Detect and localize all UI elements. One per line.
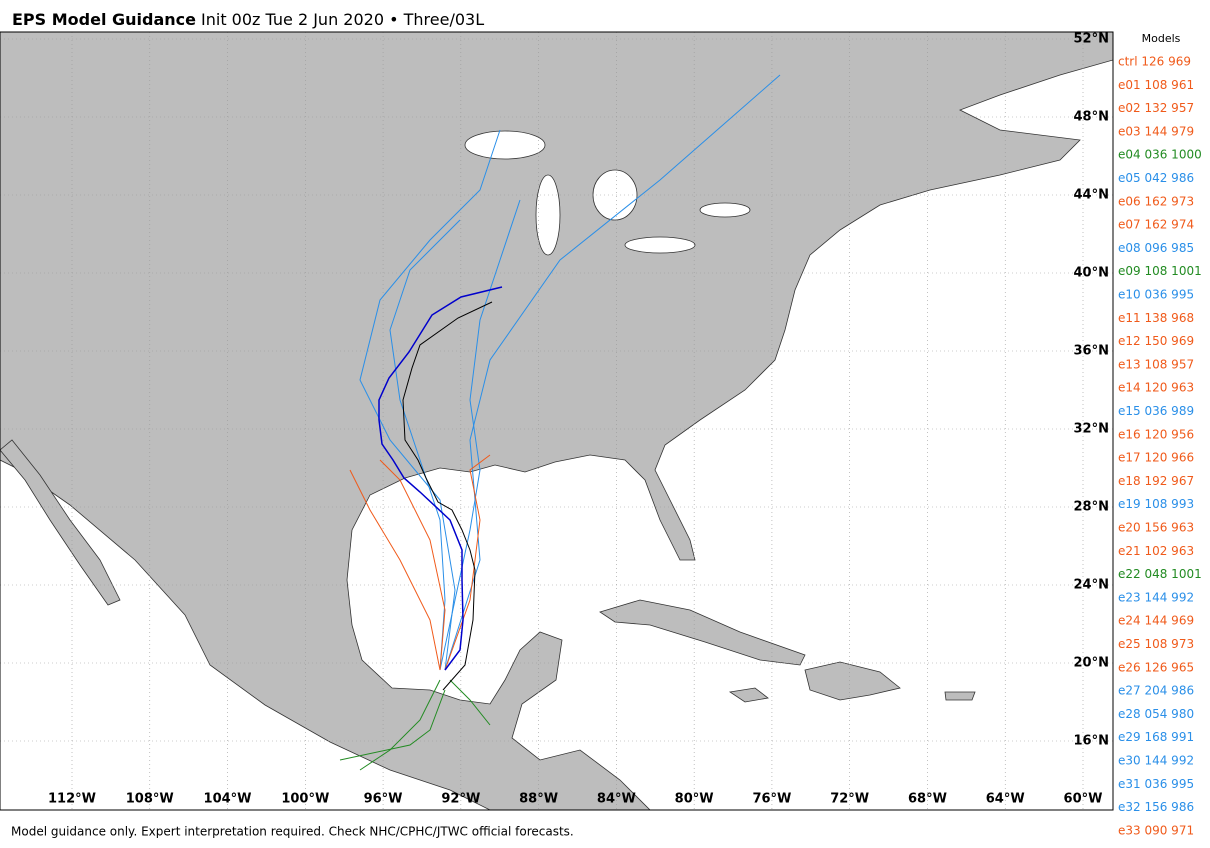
lat-label: 44°N bbox=[1074, 188, 1109, 203]
track bbox=[359, 129, 501, 671]
jamaica bbox=[728, 687, 769, 703]
lon-label: 68°W bbox=[908, 792, 947, 807]
legend-entry: e04 036 1000 bbox=[1118, 148, 1202, 162]
mean-track bbox=[402, 301, 493, 691]
legend-entry: e16 120 956 bbox=[1118, 427, 1194, 441]
track bbox=[449, 679, 491, 726]
lat-label: 52°N bbox=[1074, 32, 1109, 47]
lon-label: 112°W bbox=[48, 792, 96, 807]
legend-entry: e14 120 963 bbox=[1118, 381, 1194, 395]
lat-label: 36°N bbox=[1074, 344, 1109, 359]
legend-entry: e23 144 992 bbox=[1118, 590, 1194, 604]
legend-entry: e22 048 1001 bbox=[1118, 567, 1202, 581]
lat-label: 48°N bbox=[1074, 110, 1109, 125]
title-rest: Init 00z Tue 2 Jun 2020 • Three/03L bbox=[201, 10, 484, 29]
legend-entry: e11 138 968 bbox=[1118, 311, 1194, 325]
lake-ontario bbox=[699, 202, 751, 218]
lon-label: 60°W bbox=[1064, 792, 1103, 807]
legend-entry: e28 054 980 bbox=[1118, 707, 1194, 721]
legend-entry: e21 102 963 bbox=[1118, 544, 1194, 558]
lake-superior bbox=[464, 130, 546, 160]
lon-label: 76°W bbox=[752, 792, 791, 807]
lon-label: 104°W bbox=[204, 792, 252, 807]
tracks bbox=[339, 74, 781, 771]
lon-label: 100°W bbox=[281, 792, 329, 807]
legend-entry: ctrl 126 969 bbox=[1118, 55, 1191, 69]
legend-entry: e32 156 986 bbox=[1118, 800, 1194, 814]
lon-label: 84°W bbox=[597, 792, 636, 807]
legend-entry: e29 168 991 bbox=[1118, 730, 1194, 744]
lon-label: 88°W bbox=[519, 792, 558, 807]
lake-huron bbox=[592, 169, 638, 221]
legend-entry: e18 192 967 bbox=[1118, 474, 1194, 488]
cuba bbox=[599, 599, 806, 666]
track bbox=[379, 459, 446, 671]
legend-entry: e13 108 957 bbox=[1118, 357, 1194, 371]
lat-label: 24°N bbox=[1074, 578, 1109, 593]
legend-entry: e24 144 969 bbox=[1118, 614, 1194, 628]
hres-track bbox=[378, 286, 503, 671]
legend-entry: e06 162 973 bbox=[1118, 194, 1194, 208]
track bbox=[389, 219, 461, 671]
title-bold: EPS Model Guidance bbox=[12, 10, 196, 29]
legend-entry: e12 150 969 bbox=[1118, 334, 1194, 348]
legend-entry: e26 126 965 bbox=[1118, 660, 1194, 674]
track bbox=[359, 679, 441, 771]
legend-entry: e03 144 979 bbox=[1118, 124, 1194, 138]
baja bbox=[0, 439, 121, 606]
title: EPS Model Guidance Init 00z Tue 2 Jun 202… bbox=[12, 10, 484, 29]
legend-entry: e02 132 957 bbox=[1118, 101, 1194, 115]
legend-entry: e07 162 974 bbox=[1118, 218, 1194, 232]
hispaniola bbox=[804, 661, 901, 701]
legend-entry: e17 120 966 bbox=[1118, 451, 1194, 465]
lake-michigan bbox=[535, 174, 561, 256]
legend-entry: e05 042 986 bbox=[1118, 171, 1194, 185]
legend-entry: e09 108 1001 bbox=[1118, 264, 1202, 278]
lat-label: 16°N bbox=[1074, 734, 1109, 749]
track bbox=[339, 689, 446, 761]
legend-entry: e01 108 961 bbox=[1118, 78, 1194, 92]
legend-title: Models bbox=[1142, 32, 1181, 45]
legend-entry: e33 090 971 bbox=[1118, 823, 1194, 837]
axis-labels: 52°N 48°N 44°N 40°N 36°N 32°N 28°N 24°N 20°N 16°N… bbox=[48, 32, 1109, 807]
legend-entry: e20 156 963 bbox=[1118, 521, 1194, 535]
legend-entry: e25 108 973 bbox=[1118, 637, 1194, 651]
grid bbox=[0, 32, 1113, 810]
puerto-rico bbox=[944, 691, 976, 701]
map-frame bbox=[0, 31, 1114, 811]
footer: Model guidance only. Expert interpretati… bbox=[11, 825, 574, 839]
legend-entry: e19 108 993 bbox=[1118, 497, 1194, 511]
map bbox=[0, 31, 1114, 811]
track bbox=[349, 469, 441, 671]
legend-entry: e30 144 992 bbox=[1118, 754, 1194, 768]
track bbox=[444, 74, 781, 671]
lon-label: 92°W bbox=[441, 792, 480, 807]
track bbox=[444, 454, 491, 671]
legend-entry: e10 036 995 bbox=[1118, 288, 1194, 302]
lon-label: 80°W bbox=[675, 792, 714, 807]
lat-label: 32°N bbox=[1074, 422, 1109, 437]
lake-erie bbox=[624, 236, 696, 254]
lat-label: 28°N bbox=[1074, 500, 1109, 515]
legend-entry: e08 096 985 bbox=[1118, 241, 1194, 255]
lon-label: 96°W bbox=[364, 792, 403, 807]
lon-label: 72°W bbox=[830, 792, 869, 807]
legend: ctrl 126 969 e01 108 961 e02 132 957 e03 14… bbox=[1118, 55, 1202, 838]
track bbox=[439, 199, 521, 671]
lat-label: 40°N bbox=[1074, 266, 1109, 281]
legend-entry: e15 036 989 bbox=[1118, 404, 1194, 418]
lon-label: 108°W bbox=[126, 792, 174, 807]
lon-label: 64°W bbox=[986, 792, 1025, 807]
lat-label: 20°N bbox=[1074, 656, 1109, 671]
legend-entry: e27 204 986 bbox=[1118, 684, 1194, 698]
legend-entry: e31 036 995 bbox=[1118, 777, 1194, 791]
